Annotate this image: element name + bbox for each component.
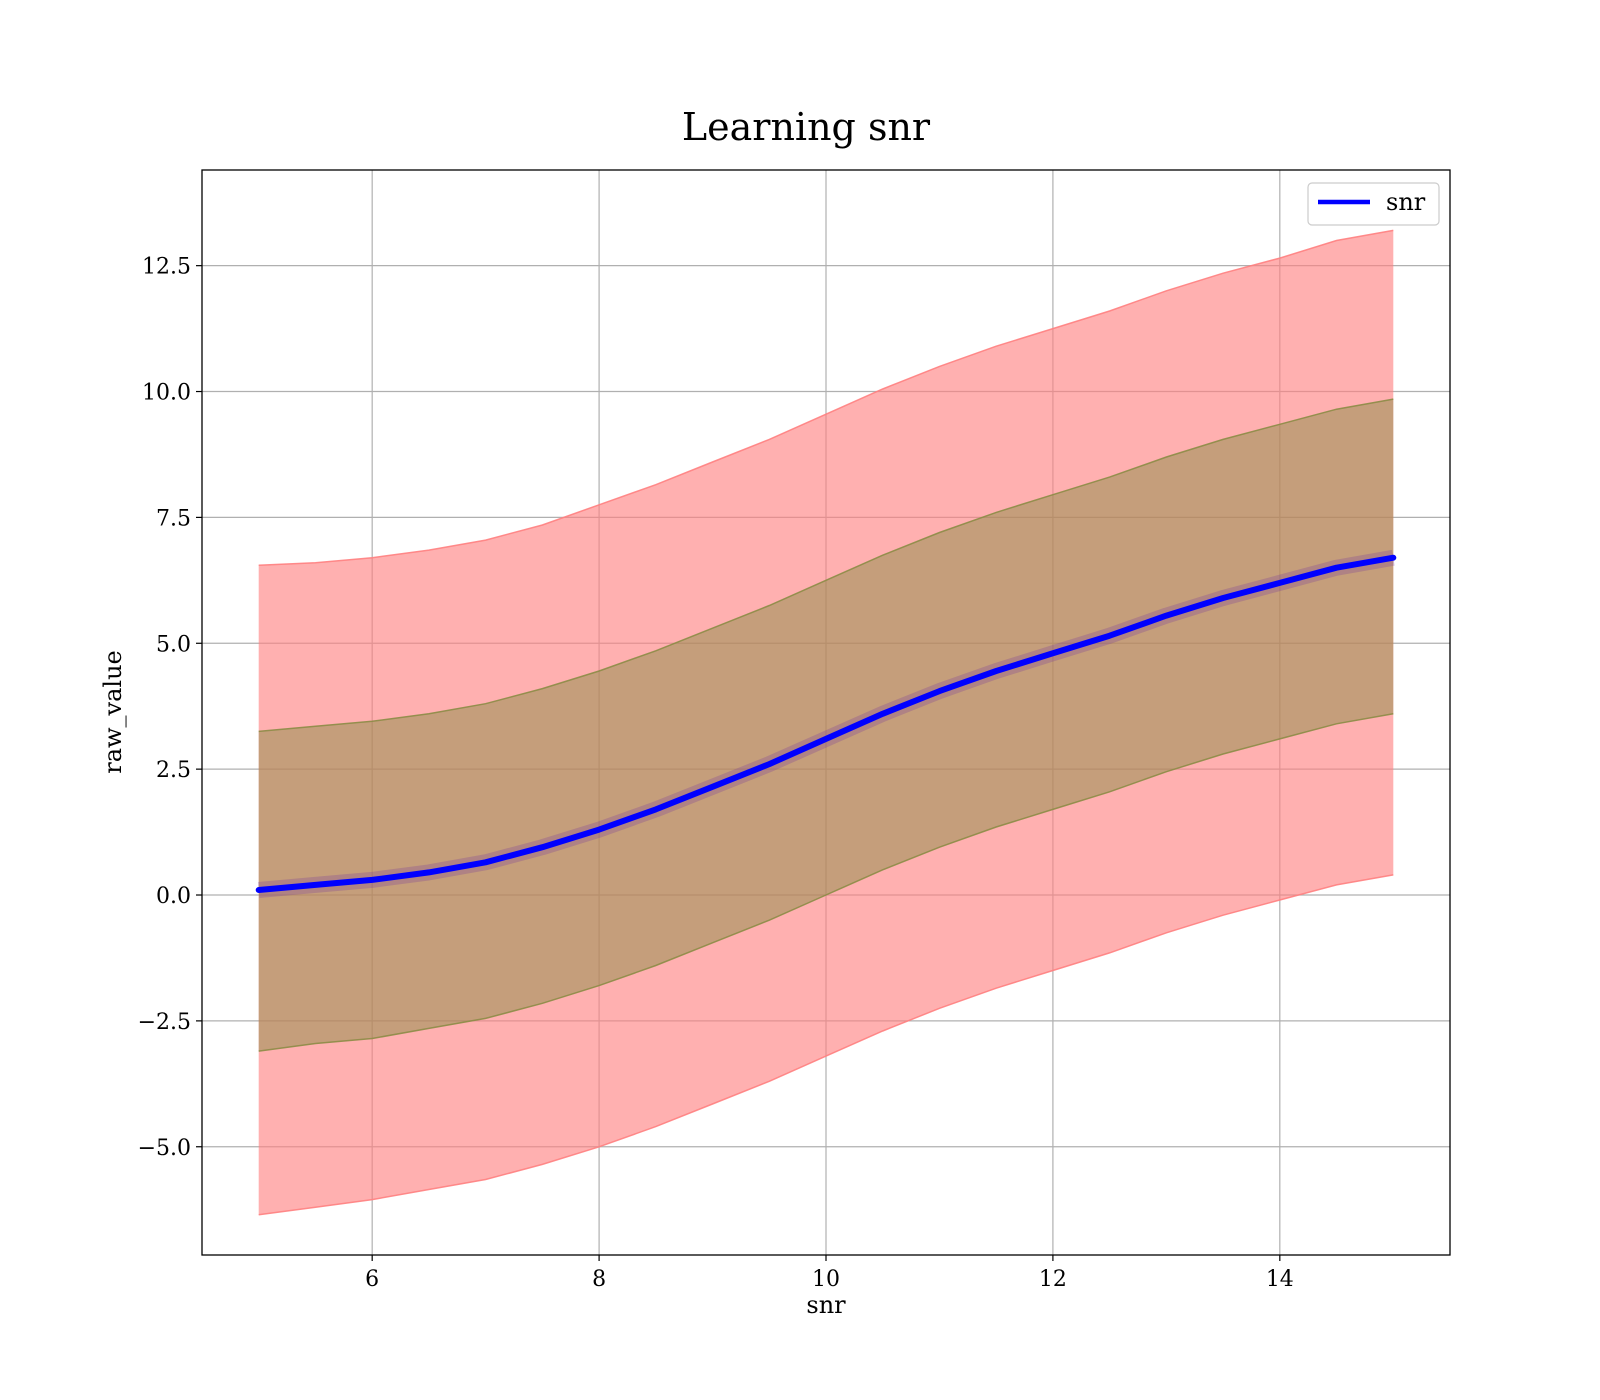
band-upper-line-1 <box>258 398 1394 733</box>
band-fill-1 <box>258 399 1394 1052</box>
x-tick-label-0: 6 <box>365 1267 379 1292</box>
y-tick-label-5: 7.5 <box>156 506 191 531</box>
band-lower-line-0 <box>258 874 1394 1216</box>
y-axis-label: raw_value <box>99 650 127 774</box>
y-tick-label-4: 5.0 <box>156 632 191 657</box>
x-tick-label-3: 12 <box>1039 1267 1067 1292</box>
y-tick-label-6: 10.0 <box>142 381 191 406</box>
x-tick-label-4: 14 <box>1266 1267 1294 1292</box>
x-tick-label-1: 8 <box>592 1267 606 1292</box>
x-tick-label-2: 10 <box>812 1267 840 1292</box>
legend-snr-label: snr <box>1386 188 1426 216</box>
chart-title: Learning snr <box>682 105 931 149</box>
legend-box <box>1307 182 1440 226</box>
y-tick-label-7: 12.5 <box>142 255 191 280</box>
plot-area <box>202 170 1450 1255</box>
series-line-0 <box>255 554 1397 893</box>
y-tick-label-3: 2.5 <box>156 758 191 783</box>
legend: snr <box>1307 182 1440 226</box>
y-tick-label-1: −2.5 <box>138 1010 191 1035</box>
band-lower-line-1 <box>258 713 1394 1052</box>
band-upper-line-0 <box>258 229 1394 566</box>
x-axis-label: snr <box>806 1291 846 1319</box>
y-tick-label-2: 0.0 <box>156 884 191 909</box>
y-tick-label-0: −5.0 <box>138 1136 191 1161</box>
